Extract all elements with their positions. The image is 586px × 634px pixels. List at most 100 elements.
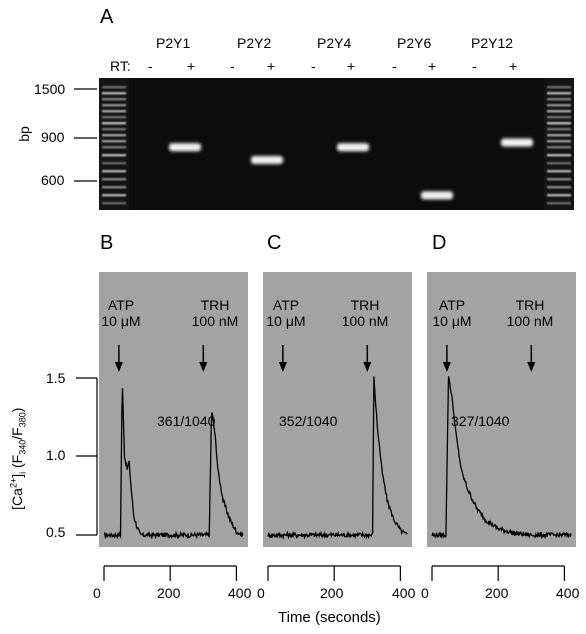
lane-label-p2y1: P2Y1 — [156, 35, 191, 51]
ladder-band — [102, 186, 126, 189]
ratio-label-d: 327/1040 — [451, 413, 510, 429]
ladder-band — [547, 186, 571, 189]
panel-b-letter: B — [100, 232, 114, 254]
gel-band — [421, 191, 453, 200]
rt-sign: - — [392, 58, 397, 74]
stimulus-arrow-head — [527, 362, 536, 372]
ladder-band — [102, 92, 126, 95]
ladder-left — [102, 86, 126, 205]
stimulus-arrow-head — [199, 362, 208, 372]
stim1-label: ATP 10 μM — [266, 297, 306, 329]
ladder-band — [102, 98, 126, 101]
ladder-band — [547, 194, 571, 197]
panel-a-letter: A — [100, 6, 114, 28]
gel-band — [337, 143, 369, 152]
gel-band — [501, 138, 533, 147]
ladder-band — [102, 104, 126, 107]
stim2-label: TRH 100 nM — [506, 297, 554, 329]
gel-tick-label: 600 — [41, 172, 65, 188]
ratio-label-b: 361/1040 — [157, 413, 216, 429]
x-tick-label: 200 — [485, 585, 509, 601]
stim2-label: TRH 100 nM — [341, 297, 389, 329]
ladder-band — [102, 140, 126, 143]
ladder-right — [547, 86, 571, 205]
lane-label-p2y2: P2Y2 — [237, 35, 272, 51]
x-tick-label: 400 — [556, 585, 580, 601]
gel-band — [251, 155, 283, 164]
ladder-band — [102, 110, 126, 113]
ladder-band — [547, 134, 571, 137]
stim2-label: TRH 100 nM — [191, 297, 239, 329]
x-tick-label: 0 — [421, 585, 429, 601]
calcium-trace-c — [267, 376, 408, 540]
stimulus-arrows — [114, 345, 536, 372]
rt-sign: + — [187, 58, 196, 74]
rt-sign: - — [148, 58, 153, 74]
ladder-band — [547, 146, 571, 149]
ladder-band — [102, 146, 126, 149]
stimulus-arrow-head — [114, 362, 123, 372]
ladder-band — [102, 128, 126, 131]
ladder-band — [547, 98, 571, 101]
ladder-band — [102, 134, 126, 137]
ladder-band — [102, 178, 126, 181]
ladder-band — [547, 122, 571, 125]
rt-label: RT: — [110, 58, 131, 74]
ladder-band — [102, 162, 126, 165]
trace-lines — [103, 376, 572, 540]
ladder-band — [547, 178, 571, 181]
rt-sign: + — [267, 58, 276, 74]
trace-x-axes — [103, 565, 565, 581]
ladder-band — [547, 140, 571, 143]
x-tick-label: 400 — [392, 585, 416, 601]
gel-tick-label: 1500 — [34, 81, 66, 97]
ladder-band — [547, 92, 571, 95]
lane-label-p2y12: P2Y12 — [471, 35, 514, 51]
rt-sign: - — [230, 58, 235, 74]
ladder-band — [547, 202, 571, 205]
stimulus-arrow-head — [278, 362, 287, 372]
stimulus-arrow-head — [442, 362, 451, 372]
x-axis-title: Time (seconds) — [278, 609, 381, 626]
rt-sign: - — [472, 58, 477, 74]
calcium-trace-d — [431, 376, 572, 540]
x-tick-label: 200 — [157, 585, 181, 601]
rt-sign: + — [347, 58, 356, 74]
stim1-label: ATP 10 μM — [432, 297, 472, 329]
calcium-trace-b — [103, 388, 244, 540]
gel-image — [99, 78, 574, 210]
ladder-band — [102, 170, 126, 173]
lane-label-p2y4: P2Y4 — [317, 35, 352, 51]
ladder-band — [547, 170, 571, 173]
lane-label-p2y6: P2Y6 — [397, 35, 432, 51]
trace-y-axis — [76, 377, 98, 536]
rt-sign: + — [509, 58, 518, 74]
trace-tick-label: 0.5 — [46, 524, 66, 540]
ladder-band — [102, 194, 126, 197]
x-tick-label: 400 — [228, 585, 252, 601]
stimulus-arrow-head — [363, 362, 372, 372]
ladder-band — [102, 202, 126, 205]
rt-sign: + — [428, 58, 437, 74]
gel-tick-label: 900 — [41, 129, 65, 145]
rt-sign: - — [311, 58, 316, 74]
panel-d-letter: D — [432, 232, 447, 254]
ladder-band — [547, 154, 571, 157]
ladder-band — [102, 116, 126, 119]
ladder-band — [102, 122, 126, 125]
x-tick-label: 200 — [320, 585, 344, 601]
ladder-band — [102, 154, 126, 157]
ladder-band — [547, 162, 571, 165]
ladder-band — [547, 104, 571, 107]
ladder-band — [547, 110, 571, 113]
trace-panel-d — [427, 272, 576, 547]
ladder-band — [102, 86, 126, 89]
ladder-band — [547, 128, 571, 131]
panel-c-letter: C — [267, 232, 282, 254]
ratio-label-c: 352/1040 — [279, 413, 338, 429]
x-tick-label: 0 — [257, 585, 265, 601]
stim1-label: ATP 10 μM — [101, 297, 141, 329]
trace-tick-label: 1.0 — [46, 447, 66, 463]
